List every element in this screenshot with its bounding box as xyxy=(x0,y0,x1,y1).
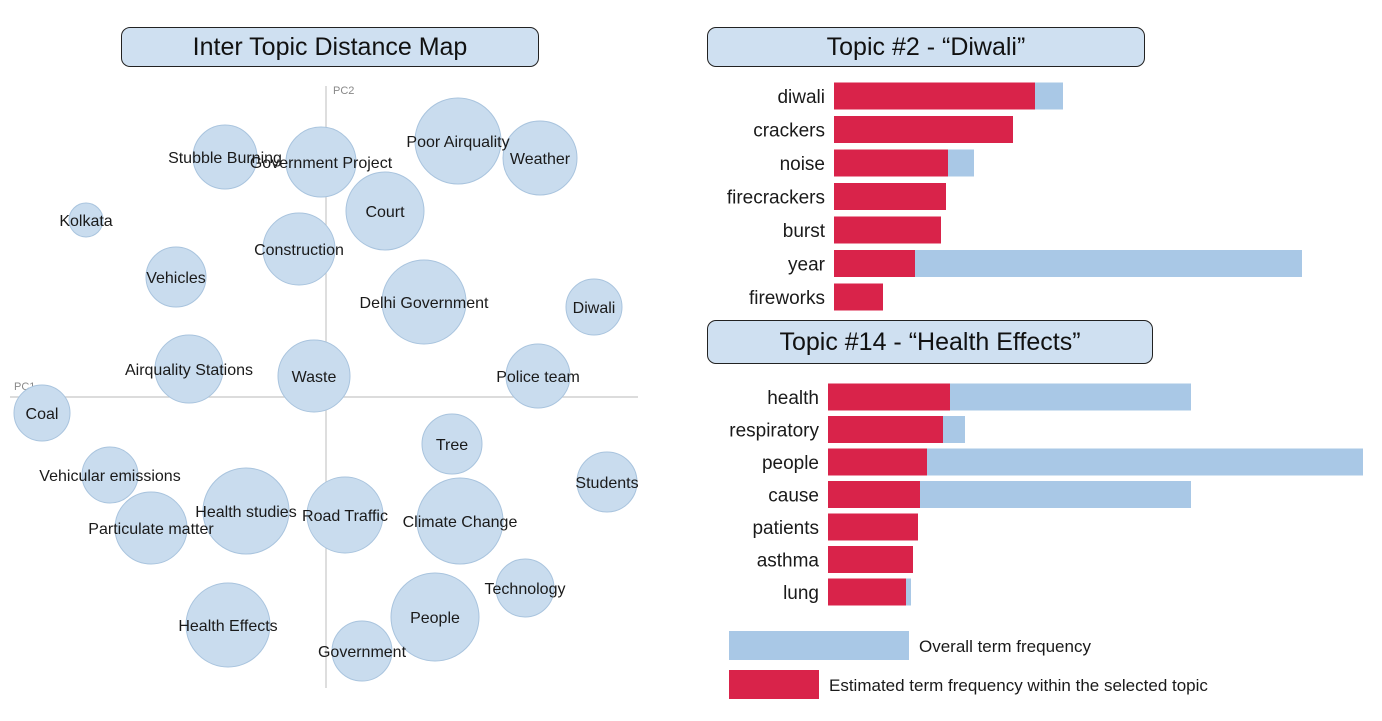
topic-label-airquality-stations: Airquality Stations xyxy=(125,362,253,379)
topic-label-government: Government xyxy=(318,644,407,661)
topic-label-poor-airquality: Poor Airquality xyxy=(406,134,509,151)
topic-label-vehicular-emissions: Vehicular emissions xyxy=(39,468,180,485)
topic-bubble-delhi-government[interactable] xyxy=(381,259,467,345)
term-label-lung: lung xyxy=(783,583,819,604)
topic-2-bar-chart: diwali crackers noise firecrackers burst year… xyxy=(727,82,1302,311)
topic-bubble-particulate-matter[interactable] xyxy=(114,491,188,565)
topic-label-stubble-burning: Stubble Burning xyxy=(168,150,282,167)
topic-bubble-health-studies[interactable] xyxy=(202,467,290,555)
topic-bar-health xyxy=(828,383,950,411)
topic-14-title: Topic #14 - “Health Effects” xyxy=(707,320,1153,364)
topic-bubble-weather[interactable] xyxy=(502,120,578,196)
topic-bar-patients xyxy=(828,513,918,541)
topic-2-title: Topic #2 - “Diwali” xyxy=(707,27,1145,67)
distance-map-title: Inter Topic Distance Map xyxy=(121,27,539,67)
topic-label-construction: Construction xyxy=(254,242,344,259)
term-label-patients: patients xyxy=(752,518,819,539)
topic-bar-crackers xyxy=(834,116,1013,143)
topic-bubble-health-effects[interactable] xyxy=(185,582,271,668)
topic-label-students: Students xyxy=(575,475,638,492)
topic-label-delhi-government: Delhi Government xyxy=(360,295,490,312)
topic-label-police-team: Police team xyxy=(496,369,580,386)
topic-bubble-kolkata[interactable] xyxy=(68,202,104,238)
topic-bubble-government[interactable] xyxy=(331,620,393,682)
topic-bar-burst xyxy=(834,216,941,244)
topic-bubble-people[interactable] xyxy=(390,572,480,662)
topic-label-government-project: Government Project xyxy=(250,155,393,172)
topic-label-tree: Tree xyxy=(436,437,468,454)
topic-label-particulate-matter: Particulate matter xyxy=(88,521,214,538)
topic-bubble-stubble-burning[interactable] xyxy=(192,124,258,190)
topic-bar-noise xyxy=(834,149,948,177)
topic-bar-cause xyxy=(828,481,920,508)
topic-bar-respiratory xyxy=(828,416,943,443)
topic-bubble-government-project[interactable] xyxy=(285,126,357,198)
legend-overall-label: Overall term frequency xyxy=(919,637,1091,656)
topic-bar-diwali xyxy=(834,82,1035,110)
topic-bar-year xyxy=(834,250,915,277)
topic-bubble-students[interactable] xyxy=(576,451,638,513)
term-label-people: people xyxy=(762,453,819,474)
topic-bubble-vehicular-emissions[interactable] xyxy=(81,446,139,504)
term-label-diwali: diwali xyxy=(777,87,825,108)
topic-label-health-studies: Health studies xyxy=(195,504,296,521)
topic-bubble-technology[interactable] xyxy=(495,558,555,618)
topic-bubble-vehicles[interactable] xyxy=(145,246,207,308)
term-label-cause: cause xyxy=(768,486,819,507)
topic-bar-people xyxy=(828,448,927,476)
topic-bar-asthma xyxy=(828,546,913,573)
topic-bubble-diwali[interactable] xyxy=(565,278,623,336)
term-label-firecrackers: firecrackers xyxy=(727,188,825,209)
term-label-health: health xyxy=(767,388,819,409)
topic-bubble-tree[interactable] xyxy=(421,413,483,475)
legend-topic-label: Estimated term frequency within the sele… xyxy=(829,676,1208,695)
legend: Overall term frequency Estimated term fr… xyxy=(729,631,1208,699)
topic-bar-fireworks xyxy=(834,283,883,311)
term-label-burst: burst xyxy=(783,221,826,242)
topic-label-waste: Waste xyxy=(292,369,337,386)
topic-bubble-police-team[interactable] xyxy=(505,343,571,409)
term-label-noise: noise xyxy=(780,154,825,175)
term-label-asthma: asthma xyxy=(757,551,820,572)
topic-bubble-road-traffic[interactable] xyxy=(306,476,384,554)
pc2-axis-label: PC2 xyxy=(333,85,354,97)
topic-bubble-climate-change[interactable] xyxy=(416,477,504,565)
topic-bubble-poor-airquality[interactable] xyxy=(414,97,502,185)
topic-bubble-airquality-stations[interactable] xyxy=(154,334,224,404)
topic-label-kolkata: Kolkata xyxy=(59,213,112,230)
topic-label-diwali: Diwali xyxy=(573,300,616,317)
legend-topic-swatch xyxy=(729,670,819,699)
topic-bar-lung xyxy=(828,578,906,606)
topic-bar-firecrackers xyxy=(834,183,946,210)
topic-bubble-waste[interactable] xyxy=(277,339,351,413)
topic-label-people: People xyxy=(410,610,460,627)
topic-label-coal: Coal xyxy=(26,406,59,423)
term-label-crackers: crackers xyxy=(753,121,825,142)
topic-bubble-construction[interactable] xyxy=(262,212,336,286)
topic-label-vehicles: Vehicles xyxy=(146,270,206,287)
legend-overall-swatch xyxy=(729,631,909,660)
topic-bubble-court[interactable] xyxy=(345,171,425,251)
term-label-fireworks: fireworks xyxy=(749,288,825,309)
term-label-year: year xyxy=(788,255,826,276)
topic-label-weather: Weather xyxy=(510,151,571,168)
topic-label-health-effects: Health Effects xyxy=(178,618,277,635)
topic-label-climate-change: Climate Change xyxy=(403,514,518,531)
topic-label-technology: Technology xyxy=(485,581,566,598)
term-label-respiratory: respiratory xyxy=(729,421,819,442)
topic-label-road-traffic: Road Traffic xyxy=(302,508,388,525)
topic-14-bar-chart: health respiratory people cause patients asth… xyxy=(729,383,1363,606)
topic-bubble-coal[interactable] xyxy=(13,384,71,442)
topic-label-court: Court xyxy=(365,204,405,221)
